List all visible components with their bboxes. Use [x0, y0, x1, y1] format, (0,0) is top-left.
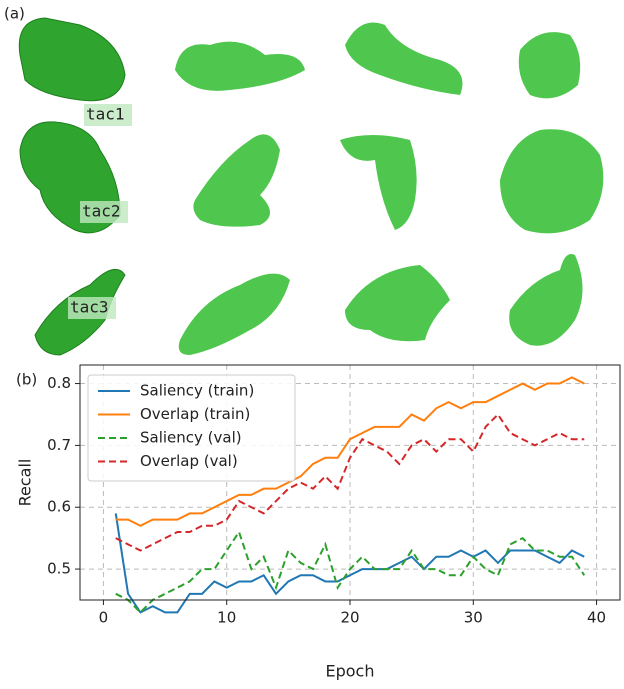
- chart: 0.5 0.6 0.7 0.8 0 10 20 30 40 Epoch Recall Saliency…: [16, 365, 621, 681]
- object-tag: tac3: [70, 298, 109, 317]
- point-cloud: [345, 23, 463, 96]
- x-tick-label: 20: [340, 609, 359, 627]
- legend-label: Overlap (train): [140, 405, 250, 423]
- point-cloud: [519, 32, 580, 98]
- y-axis-label: Recall: [16, 459, 35, 507]
- legend-label: Overlap (val): [140, 452, 238, 470]
- y-tick-label: 0.6: [47, 498, 71, 516]
- figure: (a) tac1 tac2 tac3 (b) 0.5 0.6 0.7 0.8 0 10 20…: [0, 0, 624, 689]
- panel-label: (a): [4, 5, 25, 23]
- point-cloud: [175, 42, 305, 91]
- legend-label: Saliency (train): [140, 382, 254, 400]
- point-cloud: [500, 129, 603, 233]
- y-tick-label: 0.8: [47, 374, 71, 392]
- legend-label: Saliency (val): [140, 429, 242, 447]
- panel-a: (a) tac1 tac2 tac3: [4, 5, 603, 356]
- object-model: [19, 18, 125, 101]
- x-tick-label: 30: [464, 609, 483, 627]
- x-axis-label: Epoch: [326, 662, 375, 681]
- point-cloud: [345, 265, 450, 341]
- y-tick-label: 0.7: [47, 436, 71, 454]
- x-tick-label: 10: [217, 609, 236, 627]
- point-cloud: [179, 274, 290, 355]
- x-tick-label: 0: [99, 609, 109, 627]
- object-tag: tac1: [86, 105, 125, 124]
- y-tick-label: 0.5: [47, 560, 71, 578]
- x-tick-label: 40: [587, 609, 606, 627]
- panel-label: (b): [16, 371, 37, 389]
- point-cloud: [340, 135, 417, 230]
- point-cloud: [193, 134, 280, 226]
- object-tag: tac2: [82, 202, 121, 221]
- point-cloud: [509, 254, 582, 346]
